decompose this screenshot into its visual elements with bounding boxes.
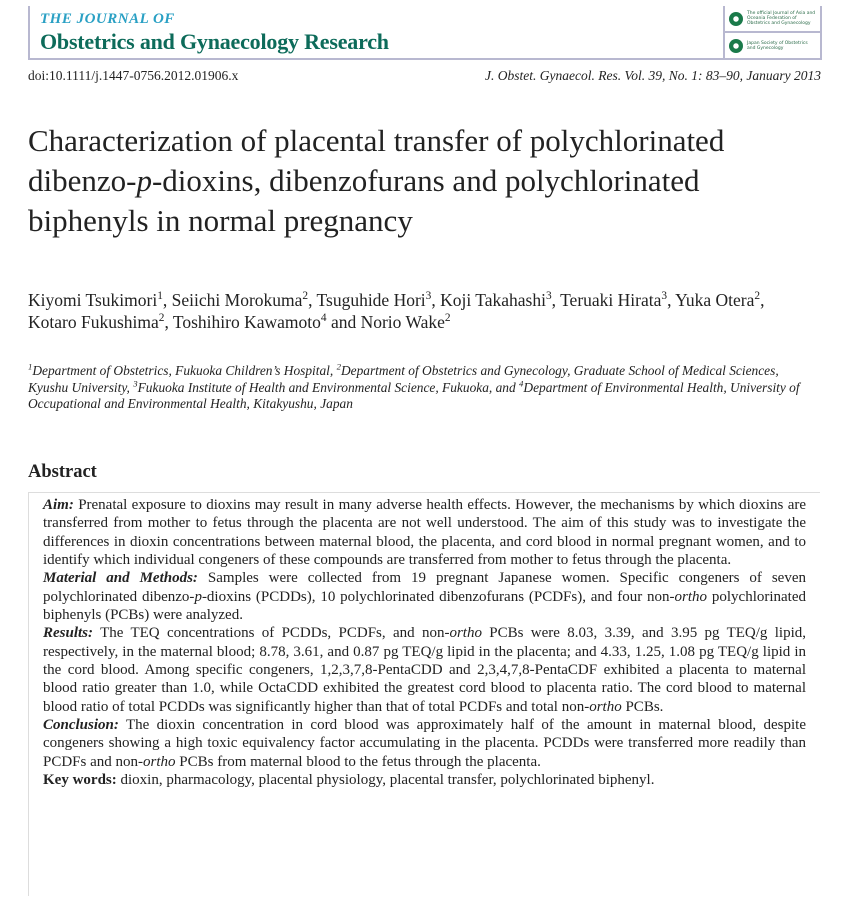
journal-name-prefix: THE JOURNAL OF <box>40 11 175 27</box>
text-segment: Department of Environmental Health, Univ… <box>28 379 800 412</box>
superscript: 4 <box>519 378 524 389</box>
text-segment: The TEQ concentrations of PCDDs, PCDFs, … <box>93 625 450 642</box>
superscript: 1 <box>157 290 163 303</box>
abstract-heading: Abstract <box>28 462 97 482</box>
abstract-results: Results: The TEQ concentrations of PCDDs… <box>43 624 806 716</box>
text-segment: Fukuoka Institute of Health and Environm… <box>137 379 520 395</box>
superscript: 2 <box>754 290 761 303</box>
text-segment: , Tsuguhide Hori <box>308 290 426 310</box>
text-segment: ortho <box>674 588 708 605</box>
superscript: 2 <box>336 361 341 372</box>
text-segment: Kiyomi Tsukimori <box>28 290 158 310</box>
superscript: 2 <box>158 312 165 325</box>
jsog-text: Japan Society of Obstetrics and Gynecolo… <box>747 40 808 51</box>
text-segment: p <box>194 588 202 605</box>
text-segment: , Seiichi Morokuma <box>162 290 303 310</box>
jsog-emblem-icon <box>729 38 743 53</box>
text-segment: and Norio Wake <box>326 312 445 332</box>
journal-header: THE JOURNAL OF Obstetrics and Gynaecolog… <box>28 6 822 60</box>
superscript: 2 <box>444 312 451 325</box>
text-segment: polychlorinated biphenyls (PCBs) were an… <box>43 588 807 624</box>
text-segment: ortho <box>143 753 176 770</box>
text-segment: , Toshihiro Kawamoto <box>164 312 321 332</box>
affiliations: 1Department of Obstetrics, Fukuoka Child… <box>28 361 818 413</box>
text-segment: p <box>136 163 152 198</box>
superscript: 4 <box>320 312 327 325</box>
doi: doi:10.1111/j.1447-0756.2012.01906.x <box>28 68 239 83</box>
journal-name: Obstetrics and Gynaecology Research <box>40 29 389 54</box>
text-segment: PCBs. <box>621 698 664 715</box>
section-label: Results: <box>43 625 94 642</box>
citation: J. Obstet. Gynaecol. Res. Vol. 39, No. 1… <box>485 68 821 83</box>
superscript: 3 <box>545 290 552 303</box>
society-logos: The official Journal of Asia and Oceania… <box>723 6 822 58</box>
article-title: Characterization of placental transfer o… <box>28 121 818 241</box>
text-segment: PCBs from maternal blood to the fetus th… <box>175 753 541 770</box>
text-segment: PCBs were 8.03, 3.39, and 3.95 pg TEQ/g … <box>43 625 806 715</box>
keywords-list: dioxin, pharmacology, placental physiolo… <box>116 772 655 789</box>
superscript: 1 <box>28 361 33 372</box>
aofog-logo: The official Journal of Asia and Oceania… <box>725 6 820 31</box>
superscript: 2 <box>302 290 309 303</box>
text-segment: Department of Obstetrics and Gynecology,… <box>28 363 779 395</box>
superscript: 3 <box>661 290 668 303</box>
keywords-label: Key words: <box>43 772 117 789</box>
section-label: Aim: <box>43 497 74 513</box>
superscript: 3 <box>133 378 138 389</box>
author-list: Kiyomi Tsukimori1, Seiichi Morokuma2, Ts… <box>28 289 808 333</box>
jsog-logo: Japan Society of Obstetrics and Gynecolo… <box>725 31 820 58</box>
text-segment: ortho <box>449 625 482 642</box>
aofog-emblem-icon <box>729 11 743 26</box>
text-segment: , Koji Takahashi <box>431 290 546 310</box>
text-segment: Characterization of placental transfer o… <box>28 123 725 198</box>
text-segment: The dioxin concentration in cord blood w… <box>43 717 806 770</box>
text-segment: Samples were collected from 19 pregnant … <box>43 570 806 605</box>
text-segment: Department of Obstetrics, Fukuoka Childr… <box>32 363 337 378</box>
text-segment: , Yuka Otera <box>667 290 755 310</box>
text-segment: , Kotaro Fukushima <box>28 290 765 332</box>
text-segment: , Teruaki Hirata <box>551 290 662 310</box>
text-segment: Prenatal exposure to dioxins may result … <box>43 497 806 569</box>
section-label: Material and Methods: <box>43 570 198 587</box>
text-segment: ortho <box>589 698 622 715</box>
text-segment: -dioxins, dibenzofurans and polychlorina… <box>28 163 700 238</box>
section-label: Conclusion: <box>43 717 119 734</box>
abstract-body: Aim: Prenatal exposure to dioxins may re… <box>28 492 820 896</box>
keywords: Key words: dioxin, pharmacology, placent… <box>43 771 806 789</box>
text-segment: -dioxins (PCDDs), 10 polychlorinated dib… <box>201 588 675 605</box>
abstract-methods: Material and Methods: Samples were colle… <box>43 569 806 624</box>
aofog-text: The official Journal of Asia and Oceania… <box>747 11 816 26</box>
abstract-aim: Aim: Prenatal exposure to dioxins may re… <box>43 496 806 569</box>
superscript: 3 <box>425 290 432 303</box>
abstract-conclusion: Conclusion: The dioxin concentration in … <box>43 716 806 771</box>
